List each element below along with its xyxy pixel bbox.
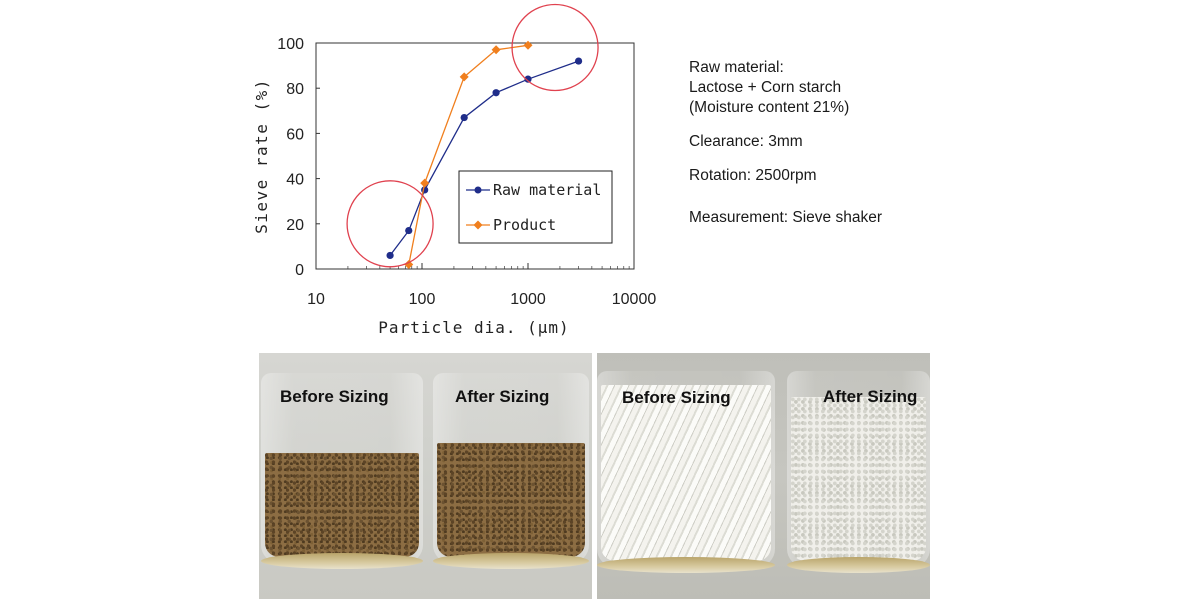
legend-marker-product xyxy=(473,220,483,230)
extrudate-before xyxy=(601,385,771,561)
x-tick-label: 1000 xyxy=(510,291,546,308)
data-point-product xyxy=(459,72,469,82)
test-conditions: Raw material: Lactose + Corn starch (Moi… xyxy=(689,58,882,228)
data-point-product xyxy=(491,45,501,55)
granules-after xyxy=(791,397,926,561)
data-point-raw-material xyxy=(524,75,532,83)
jar-rim xyxy=(597,557,775,573)
data-point-raw-material xyxy=(405,226,413,235)
jar-after xyxy=(433,373,589,569)
y-axis-label: Sieve rate (%) xyxy=(252,78,271,234)
data-point-raw-material xyxy=(386,251,394,260)
data-point-raw-material xyxy=(574,57,583,65)
legend-box xyxy=(458,170,613,244)
y-tick-label: 80 xyxy=(286,81,304,98)
label-after-sizing: After Sizing xyxy=(455,387,550,406)
rotation-text: Rotation: 2500rpm xyxy=(689,167,817,184)
sieve-rate-chart: 0 20 40 60 80 100 10 100 1000 10000 Raw material … xyxy=(252,3,657,337)
clearance-text: Clearance: 3mm xyxy=(689,133,803,150)
data-point-raw-material xyxy=(460,113,468,122)
granule-photo-white: Before Sizing After Sizing xyxy=(597,353,930,599)
legend-label-product: Product xyxy=(493,216,556,234)
legend: Raw material Product xyxy=(458,170,613,244)
label-after-sizing: After Sizing xyxy=(823,387,918,406)
x-axis-label: Particle dia. (μm) xyxy=(378,318,569,337)
legend-marker-raw xyxy=(474,186,482,194)
granules-before xyxy=(265,453,419,557)
raw-material-value: Lactose + Corn starch xyxy=(689,79,842,96)
jar-rim xyxy=(261,553,423,569)
label-before-sizing: Before Sizing xyxy=(280,387,389,406)
jar-after xyxy=(787,371,930,573)
annotation-layer xyxy=(346,3,599,268)
y-tick-label: 40 xyxy=(286,172,304,189)
legend-label-raw: Raw material xyxy=(493,181,601,199)
data-point-raw-material xyxy=(492,89,500,97)
jar-rim xyxy=(433,553,589,569)
measurement-text: Measurement: Sieve shaker xyxy=(689,209,882,226)
x-tick-label: 10000 xyxy=(612,291,657,308)
highlight-circle-coarse xyxy=(511,3,599,92)
data-point-product xyxy=(404,259,414,269)
y-tick-label: 60 xyxy=(286,126,304,143)
jar-before xyxy=(597,371,775,573)
y-tick-label: 0 xyxy=(295,262,304,279)
label-before-sizing: Before Sizing xyxy=(622,388,731,407)
series-layer xyxy=(386,40,583,269)
granules-after xyxy=(437,443,585,557)
moisture-content: (Moisture content 21%) xyxy=(689,99,850,116)
y-tick-label: 20 xyxy=(286,217,304,234)
jar-rim xyxy=(787,557,930,573)
plot-frame xyxy=(315,42,635,270)
data-point-product xyxy=(523,40,533,50)
highlight-circle-fine xyxy=(346,180,434,268)
raw-material-label: Raw material: xyxy=(689,59,784,76)
x-tick-label: 100 xyxy=(409,291,436,308)
jar-before xyxy=(261,373,423,569)
x-tick-label: 10 xyxy=(307,291,325,308)
granule-photo-brown: Before Sizing After Sizing xyxy=(259,353,592,599)
data-point-product xyxy=(420,178,430,188)
y-tick-label: 100 xyxy=(277,36,304,53)
